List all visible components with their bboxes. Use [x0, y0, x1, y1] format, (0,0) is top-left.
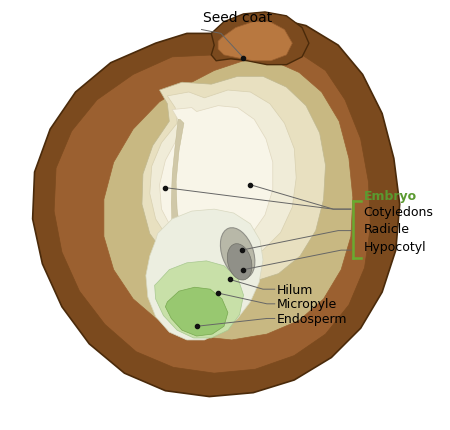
Polygon shape — [150, 91, 296, 263]
Polygon shape — [171, 120, 184, 256]
Ellipse shape — [227, 244, 252, 280]
Text: Endosperm: Endosperm — [277, 312, 347, 325]
Polygon shape — [142, 77, 325, 284]
Ellipse shape — [220, 228, 255, 279]
Polygon shape — [166, 288, 228, 336]
Polygon shape — [155, 261, 243, 338]
Text: Hilum: Hilum — [277, 283, 313, 296]
Text: Hypocotyl: Hypocotyl — [364, 240, 426, 253]
Text: Embryo: Embryo — [364, 190, 417, 203]
Polygon shape — [218, 23, 292, 61]
Polygon shape — [212, 13, 309, 65]
Polygon shape — [146, 210, 263, 340]
Text: Cotyledons: Cotyledons — [364, 205, 433, 218]
Text: Micropyle: Micropyle — [277, 298, 337, 310]
Text: Seed coat: Seed coat — [203, 11, 273, 25]
Text: Radicle: Radicle — [364, 223, 410, 236]
Polygon shape — [104, 61, 353, 340]
Polygon shape — [33, 19, 400, 396]
Polygon shape — [54, 44, 370, 373]
Polygon shape — [160, 106, 273, 251]
